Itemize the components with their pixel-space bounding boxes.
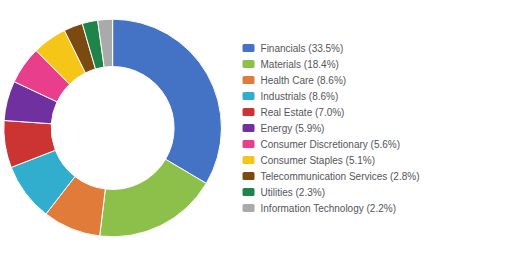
svg-text:Utilities (2.3%): Utilities (2.3%) <box>261 187 325 198</box>
svg-text:Consumer Discretionary (5.6%): Consumer Discretionary (5.6%) <box>261 139 401 150</box>
svg-text:Financials (33.5%): Financials (33.5%) <box>261 43 344 54</box>
svg-text:Health Care (8.6%): Health Care (8.6%) <box>261 75 347 86</box>
svg-text:Energy (5.9%): Energy (5.9%) <box>261 123 325 134</box>
svg-text:Materials (18.4%): Materials (18.4%) <box>261 59 339 70</box>
svg-text:Industrials (8.6%): Industrials (8.6%) <box>261 91 339 102</box>
svg-text:Information Technology (2.2%): Information Technology (2.2%) <box>261 203 396 214</box>
svg-text:Real Estate (7.0%): Real Estate (7.0%) <box>261 107 345 118</box>
svg-text:Consumer Staples (5.1%): Consumer Staples (5.1%) <box>261 155 376 166</box>
svg-text:Telecommunication Services (2.: Telecommunication Services (2.8%) <box>261 171 420 182</box>
